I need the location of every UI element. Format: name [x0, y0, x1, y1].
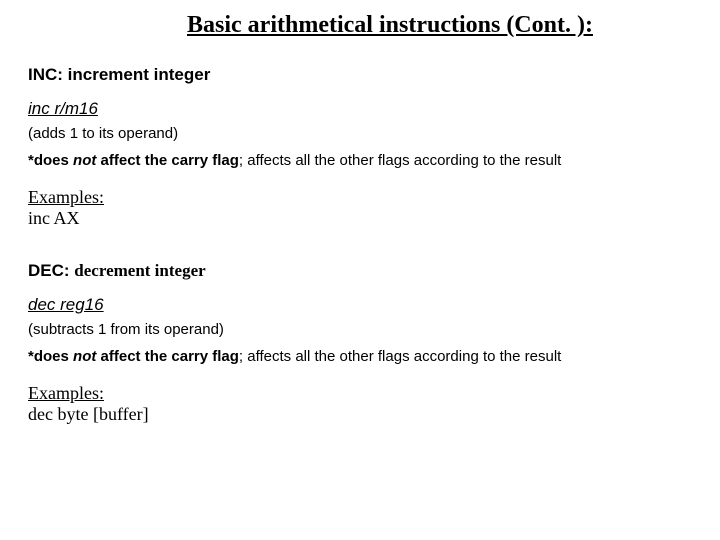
inc-flag-note: *does not affect the carry flag; affects… — [28, 152, 692, 169]
inc-syntax: inc r/m16 — [28, 99, 692, 119]
inc-note-tail: affect the carry flag — [101, 152, 239, 169]
dec-syntax: dec reg16 — [28, 295, 692, 315]
inc-note-rest: ; affects all the other flags according … — [239, 152, 561, 169]
inc-example: inc AX — [28, 208, 692, 229]
inc-description: (adds 1 to its operand) — [28, 125, 692, 142]
inc-note-not: not — [73, 152, 101, 169]
dec-note-tail: affect the carry flag — [101, 348, 239, 365]
page-title: Basic arithmetical instructions (Cont. )… — [28, 12, 692, 39]
inc-examples-label: Examples: — [28, 187, 692, 208]
dec-heading: DEC: decrement integer — [28, 261, 692, 281]
slide-content: Basic arithmetical instructions (Cont. )… — [0, 0, 720, 425]
dec-note-does: does — [34, 348, 73, 365]
dec-note-not: not — [73, 348, 101, 365]
dec-flag-note: *does not affect the carry flag; affects… — [28, 348, 692, 365]
dec-note-rest: ; affects all the other flags according … — [239, 348, 561, 365]
dec-heading-lead: DEC: — [28, 261, 74, 280]
dec-examples-label: Examples: — [28, 383, 692, 404]
inc-note-does: does — [34, 152, 73, 169]
dec-description: (subtracts 1 from its operand) — [28, 321, 692, 338]
dec-example: dec byte [buffer] — [28, 404, 692, 425]
inc-heading: INC: increment integer — [28, 65, 692, 85]
dec-heading-serif: decrement integer — [74, 261, 205, 280]
